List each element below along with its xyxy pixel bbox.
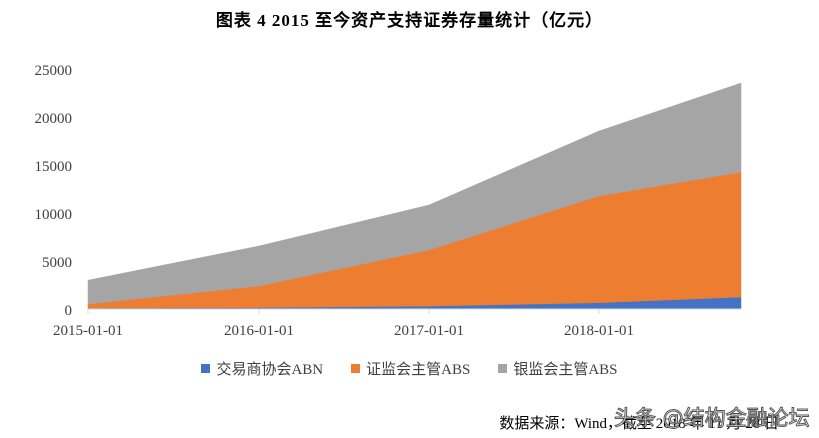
y-tick-label: 25000 <box>35 63 73 79</box>
x-tick-label: 2018-01-01 <box>564 323 634 339</box>
y-tick-label: 20000 <box>35 111 73 127</box>
y-tick-label: 0 <box>65 303 73 319</box>
data-source-note: 数据来源：Wind，截至 2018 年 11 月 28 日 <box>499 416 779 432</box>
legend-item-abn: 交易商协会ABN <box>201 358 323 379</box>
x-tick-label: 2017-01-01 <box>394 323 464 339</box>
x-axis: 2015-01-01 2016-01-01 2017-01-01 2018-01-01 <box>53 308 741 339</box>
y-tick-label: 10000 <box>35 207 73 223</box>
legend-label: 银监会主管ABS <box>513 362 618 378</box>
y-axis: 0 5000 10000 15000 20000 25000 <box>35 63 73 319</box>
chart-title: 图表 4 2015 至今资产支持证券存量统计（亿元） <box>215 11 604 30</box>
x-tick-label: 2016-01-01 <box>224 323 294 339</box>
legend-item-csrc-abs: 证监会主管ABS <box>351 358 470 379</box>
legend-swatch-cbrc-abs <box>498 364 508 373</box>
legend-item-cbrc-abs: 银监会主管ABS <box>498 358 618 379</box>
y-tick-label: 5000 <box>42 255 72 271</box>
watermark: 头条 @结构金融论坛 <box>614 406 811 431</box>
x-tick-label: 2015-01-01 <box>53 323 123 339</box>
legend: 交易商协会ABN 证监会主管ABS 银监会主管ABS <box>0 358 819 379</box>
legend-label: 交易商协会ABN <box>216 362 324 378</box>
legend-label: 证监会主管ABS <box>366 362 471 378</box>
legend-swatch-abn <box>201 364 211 373</box>
area-series <box>87 82 742 305</box>
y-tick-label: 15000 <box>35 159 73 175</box>
plot-areas <box>87 82 742 310</box>
legend-swatch-csrc-abs <box>351 364 361 373</box>
